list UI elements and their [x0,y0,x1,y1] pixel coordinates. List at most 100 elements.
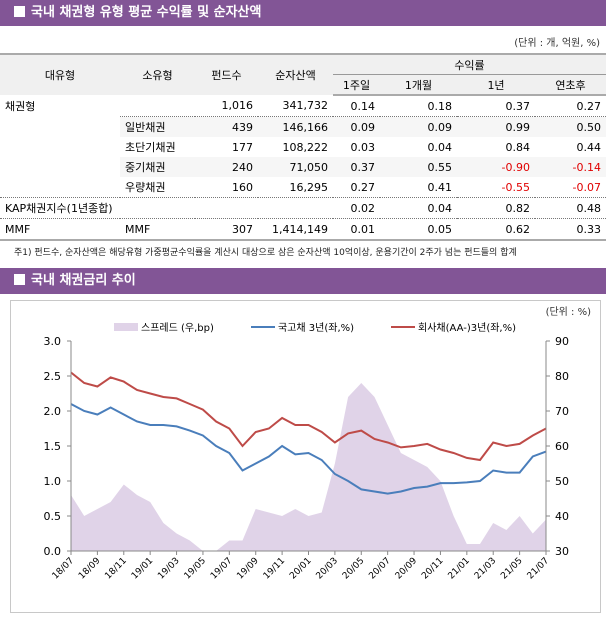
x-tick-label: 21/03 [473,556,498,581]
header-1y: 1년 [457,74,535,96]
cell-nav [258,197,333,219]
rate-chart: (단위 : %) 스프레드 (우,bp) 국고채 3년(좌,%) 회사채(AA-)3… [10,300,601,613]
x-tick-label: 18/07 [51,556,76,581]
table-row: 초단기채권 177 108,222 0.03 0.04 0.84 0.44 [0,137,606,157]
x-tick-label: 20/05 [341,556,366,581]
cell-minor [120,95,195,117]
unit-label: (단위 : 개, 억원, %) [514,38,600,49]
left-tick-label: 1.5 [44,440,62,453]
cell-nav: 71,050 [258,157,333,177]
cell-nav: 16,295 [258,177,333,198]
left-tick-label: 3.0 [44,335,62,348]
cell-ytd: 0.44 [576,140,602,154]
cell-w1: 0.03 [350,140,376,154]
cell-w1: 0.01 [333,218,380,241]
legend-swatch [114,323,138,331]
left-tick-label: 2.5 [44,370,62,383]
cell-ytd: -0.14 [535,157,606,177]
right-tick-label: 70 [555,405,569,418]
right-tick-label: 60 [555,440,569,453]
cell-funds [195,197,258,219]
x-tick-label: 20/07 [367,556,392,581]
cell-w1: 0.02 [333,197,380,219]
section-title: 국내 채권형 유형 평균 수익률 및 순자산액 [31,5,262,20]
cell-ytd: 0.27 [535,95,606,117]
cell-minor [120,197,195,219]
x-tick-label: 19/09 [235,556,261,582]
cell-minor: 우량채권 [120,177,195,198]
cell-y1: -0.90 [457,157,535,177]
section-header-rates: 국내 채권금리 추이 [0,268,606,294]
header-nav: 순자산액 [258,53,333,95]
right-tick-label: 50 [555,475,569,488]
x-tick-label: 21/01 [447,556,472,581]
cell-m1: 0.04 [380,197,457,219]
cell-w1: 0.37 [333,157,380,177]
legend-label: 국고채 3년(좌,%) [278,322,354,334]
left-tick-label: 1.0 [44,475,62,488]
cell-major [0,177,120,198]
x-tick-label: 20/11 [420,556,445,581]
cell-w1: 0.27 [333,177,380,198]
x-tick-label: 18/11 [103,556,128,581]
cell-y1: 0.82 [457,197,535,219]
cell-ytd: 0.48 [535,197,606,219]
table-row: KAP채권지수(1년종합) 0.02 0.04 0.82 0.48 [0,197,606,219]
cell-minor: 중기채권 [120,157,195,177]
cell-m1: 0.04 [427,140,453,154]
cell-ytd: 0.33 [535,218,606,241]
cell-y1: 0.84 [505,140,531,154]
header-1m: 1개월 [380,74,457,96]
cell-m1: 0.41 [380,177,457,198]
x-tick-label: 20/03 [315,556,340,581]
series-area-spread [71,383,546,551]
cell-funds: 160 [195,177,258,198]
header-1w: 1주일 [333,74,380,96]
cell-funds: 307 [195,218,258,241]
right-tick-label: 90 [555,335,569,348]
cell-nav: 341,732 [258,95,333,117]
x-tick-label: 19/01 [130,556,155,581]
header-ytd: 연초후 [535,74,606,96]
x-tick-label: 19/11 [262,556,287,581]
cell-major: 채권형 [5,99,36,113]
right-tick-label: 80 [555,370,569,383]
x-tick-label: 19/05 [183,556,208,581]
cell-y1: -0.55 [457,177,535,198]
header-returns: 수익률 [333,53,606,75]
table-row: 일반채권 439 146,166 0.09 0.09 0.99 0.50 [0,116,606,138]
header-funds: 펀드수 [195,53,258,95]
x-tick-label: 19/03 [156,556,181,581]
section-title: 국내 채권금리 추이 [31,273,136,288]
x-tick-label: 20/09 [394,556,420,582]
header-minor: 소유형 [120,53,195,95]
series-line-2 [70,371,547,462]
x-tick-label: 19/07 [209,556,234,581]
cell-major: KAP채권지수(1년종합) [0,197,120,219]
cell-funds: 240 [195,157,258,177]
x-tick-label: 21/07 [526,556,551,581]
cell-w1: 0.09 [333,116,380,137]
left-tick-label: 0.0 [44,545,62,558]
cell-m1: 0.05 [380,218,457,241]
cell-major [0,117,120,138]
cell-y1: 0.99 [457,116,535,137]
cell-ytd: -0.07 [535,177,606,198]
cell-funds: 1,016 [195,95,258,117]
legend: 스프레드 (우,bp) 국고채 3년(좌,%) 회사채(AA-)3년(좌,%) [114,322,516,334]
cell-nav: 146,166 [258,116,333,137]
x-tick-label: 21/05 [499,556,524,581]
legend-label: 회사채(AA-)3년(좌,%) [418,322,516,334]
square-bullet-icon [14,274,25,285]
square-bullet-icon [14,6,25,17]
cell-funds: 439 [195,116,258,137]
table-row: MMF MMF 307 1,414,149 0.01 0.05 0.62 0.33 [0,218,606,241]
returns-table: 대유형 소유형 펀드수 순자산액 수익률 1주일 1개월 1년 연초후 채권형 1… [0,53,606,241]
cell-minor: 초단기채권 [125,141,176,154]
cell-minor: MMF [120,218,195,241]
cell-major [0,157,120,177]
right-tick-label: 40 [555,510,569,523]
cell-nav: 1,414,149 [258,218,333,241]
left-tick-label: 2.0 [44,405,62,418]
cell-m1: 0.55 [380,157,457,177]
